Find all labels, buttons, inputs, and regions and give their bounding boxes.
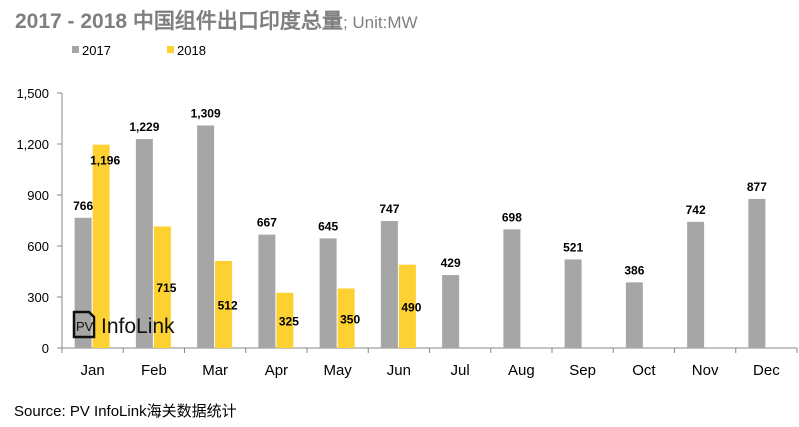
chart-title: 2017 - 2018 中国组件出口印度总量; Unit:MW: [15, 9, 418, 33]
bar-2018-Feb: [153, 226, 171, 348]
y-tick-label: 1,200: [16, 137, 49, 152]
x-tick-label: May: [323, 362, 352, 379]
y-tick-label: 1,500: [16, 86, 49, 101]
x-tick-label: Dec: [753, 362, 780, 379]
x-tick-label: Jun: [387, 362, 411, 379]
bar-2017-Feb: [135, 139, 153, 348]
data-label-2017-May: 645: [318, 219, 338, 233]
bar-2017-Nov: [687, 221, 705, 348]
data-label-2017-Jul: 429: [441, 256, 461, 270]
x-tick-label: Jul: [451, 362, 470, 379]
data-label-2017-Mar: 1,309: [191, 106, 221, 120]
data-label-2018-Jun: 490: [401, 300, 421, 314]
legend-label-2017: 2017: [82, 43, 111, 58]
data-label-2017-Apr: 667: [257, 216, 277, 230]
bar-2017-Sep: [564, 259, 582, 348]
bar-2017-Oct: [625, 282, 643, 348]
x-tick-label: Mar: [202, 362, 228, 379]
x-tick-label: Sep: [569, 362, 596, 379]
bar-2018-Jan: [92, 144, 110, 348]
data-label-2018-Feb: 715: [156, 281, 176, 295]
bar-2017-Jul: [442, 275, 460, 348]
data-label-2017-Jun: 747: [379, 202, 399, 216]
bar-2017-May: [319, 238, 337, 348]
x-tick-label: Nov: [692, 362, 719, 379]
chart-unit: ; Unit:MW: [343, 13, 418, 32]
x-tick-label: Oct: [632, 362, 656, 379]
bar-2017-Mar: [197, 125, 215, 348]
bar-2017-Dec: [748, 198, 766, 348]
legend-label-2018: 2018: [177, 43, 206, 58]
legend: 2017 2018: [72, 43, 206, 58]
data-label-2018-Mar: 512: [218, 298, 238, 312]
bar-2018-May: [337, 288, 355, 348]
data-label-2017-Jan: 766: [73, 199, 93, 213]
legend-swatch-2017: [72, 46, 79, 53]
x-tick-label: Apr: [265, 362, 288, 379]
bar-2017-Aug: [503, 229, 521, 348]
chart-title-main: 2017 - 2018 中国组件出口印度总量: [15, 9, 343, 33]
x-tick-label: Feb: [141, 362, 167, 379]
bar-2017-Jan: [74, 217, 92, 348]
data-label-2017-Nov: 742: [686, 203, 706, 217]
infolink-watermark: PV InfoLink: [72, 310, 175, 339]
data-label-2017-Sep: 521: [563, 240, 583, 254]
legend-swatch-2018: [167, 46, 174, 53]
x-tick-label: Jan: [81, 362, 105, 379]
data-label-2017-Oct: 386: [624, 263, 644, 277]
bar-2018-Mar: [215, 260, 233, 348]
bar-2018-Apr: [276, 292, 294, 348]
bar-2017-Jun: [380, 221, 398, 348]
data-label-2017-Feb: 1,229: [129, 120, 159, 134]
data-label-2017-Aug: 698: [502, 210, 522, 224]
data-label-2018-Apr: 325: [279, 314, 299, 328]
svg-text:PV: PV: [76, 319, 94, 334]
svg-text:InfoLink: InfoLink: [101, 315, 175, 338]
bar-2018-Jun: [398, 264, 416, 348]
data-label-2018-May: 350: [340, 312, 360, 326]
y-tick-label: 300: [27, 290, 49, 305]
y-tick-label: 0: [42, 341, 49, 356]
data-label-2017-Dec: 877: [747, 180, 767, 194]
y-tick-label: 900: [27, 188, 49, 203]
bar-2017-Apr: [258, 234, 276, 348]
y-tick-label: 600: [27, 239, 49, 254]
data-label-2018-Jan: 1,196: [90, 154, 120, 168]
x-tick-label: Aug: [508, 362, 535, 379]
source-note: Source: PV InfoLink海关数据统计: [14, 403, 237, 420]
